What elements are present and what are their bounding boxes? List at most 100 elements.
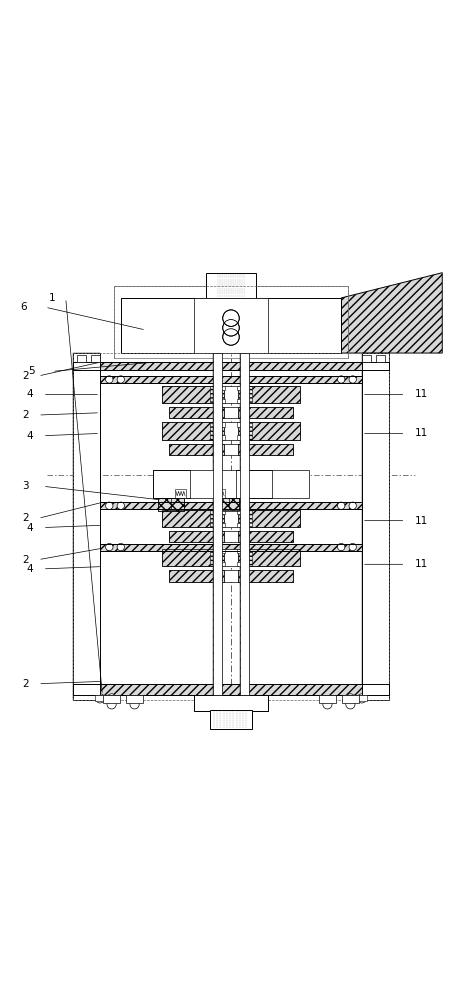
Bar xyxy=(237,399,244,403)
Bar xyxy=(194,695,268,711)
Bar xyxy=(224,444,238,455)
Bar xyxy=(240,353,249,695)
Text: 3: 3 xyxy=(22,481,29,491)
Bar xyxy=(238,407,293,418)
Text: 2: 2 xyxy=(22,679,29,689)
Bar xyxy=(214,489,225,498)
Bar xyxy=(169,570,224,582)
Circle shape xyxy=(357,694,366,703)
Bar xyxy=(126,695,143,703)
Circle shape xyxy=(107,700,116,709)
Bar xyxy=(213,498,239,511)
Circle shape xyxy=(92,355,99,362)
Circle shape xyxy=(338,502,345,509)
Bar xyxy=(169,570,224,582)
Bar xyxy=(121,298,341,353)
Bar xyxy=(162,386,224,403)
Bar xyxy=(238,549,252,566)
Circle shape xyxy=(346,700,355,709)
Text: 4: 4 xyxy=(27,564,34,574)
Circle shape xyxy=(223,320,239,336)
Bar xyxy=(223,320,239,336)
Bar xyxy=(213,353,222,695)
Bar xyxy=(100,376,362,383)
Bar xyxy=(237,422,244,427)
Bar xyxy=(238,386,252,403)
Circle shape xyxy=(107,694,116,703)
Bar xyxy=(218,422,225,427)
Bar xyxy=(158,498,184,511)
Bar xyxy=(210,422,224,440)
Bar xyxy=(73,684,389,695)
Text: 1: 1 xyxy=(49,293,55,303)
Bar xyxy=(345,695,356,701)
Circle shape xyxy=(223,310,239,326)
Circle shape xyxy=(349,543,356,551)
Bar xyxy=(73,353,100,700)
Bar xyxy=(250,695,268,711)
Circle shape xyxy=(117,543,124,551)
Bar xyxy=(169,444,224,455)
Text: 4: 4 xyxy=(27,431,34,441)
Bar xyxy=(73,362,389,370)
Bar xyxy=(103,695,120,703)
Bar xyxy=(238,570,293,582)
Bar xyxy=(218,386,225,390)
Text: 11: 11 xyxy=(415,389,428,399)
Bar xyxy=(238,570,293,582)
Bar xyxy=(237,510,244,514)
Polygon shape xyxy=(341,273,442,353)
Bar xyxy=(237,386,244,390)
Circle shape xyxy=(117,502,124,509)
Bar xyxy=(91,355,100,362)
Bar xyxy=(218,399,225,403)
Bar xyxy=(238,422,300,440)
Bar xyxy=(175,489,186,498)
Text: 2: 2 xyxy=(22,410,29,420)
Bar xyxy=(238,549,300,566)
Bar xyxy=(162,510,224,527)
Bar xyxy=(213,498,239,511)
Text: 2: 2 xyxy=(22,513,29,523)
Bar xyxy=(224,531,238,542)
Bar xyxy=(223,310,239,326)
Circle shape xyxy=(223,329,239,345)
Bar xyxy=(100,544,362,551)
Text: 6: 6 xyxy=(20,302,27,312)
Bar xyxy=(169,407,224,418)
Bar xyxy=(210,510,224,527)
Bar xyxy=(238,386,300,403)
Bar xyxy=(194,298,215,330)
Bar xyxy=(169,407,224,418)
Text: 2: 2 xyxy=(22,371,29,381)
Bar xyxy=(238,549,300,566)
Text: 4: 4 xyxy=(27,389,34,399)
Bar xyxy=(100,502,362,509)
Bar xyxy=(342,695,359,703)
Bar xyxy=(247,298,268,330)
Text: 11: 11 xyxy=(415,559,428,569)
Bar xyxy=(162,386,224,403)
Bar xyxy=(162,510,224,527)
Circle shape xyxy=(117,376,124,383)
Bar xyxy=(238,422,252,440)
Bar xyxy=(106,695,117,701)
Bar xyxy=(224,510,238,527)
Bar xyxy=(362,353,389,700)
Bar xyxy=(238,510,300,527)
Bar xyxy=(238,531,293,542)
Circle shape xyxy=(130,700,139,709)
Bar xyxy=(362,355,371,362)
Circle shape xyxy=(349,376,356,383)
Bar xyxy=(100,376,362,383)
Bar xyxy=(238,510,252,527)
Bar xyxy=(376,355,385,362)
Text: 2: 2 xyxy=(22,555,29,565)
Bar xyxy=(316,298,341,353)
Bar xyxy=(238,444,293,455)
Bar xyxy=(319,695,336,703)
Text: 5: 5 xyxy=(28,366,35,376)
Bar xyxy=(213,353,222,695)
Bar xyxy=(153,470,190,498)
Bar xyxy=(237,549,244,553)
